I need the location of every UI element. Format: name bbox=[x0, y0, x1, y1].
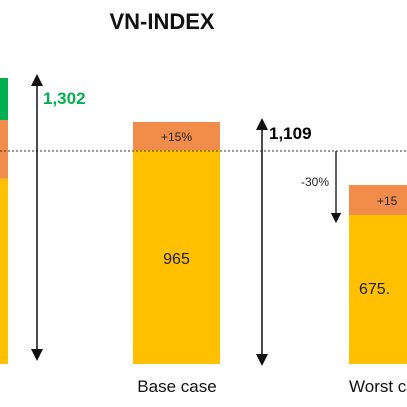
bar-3-base bbox=[349, 215, 407, 364]
total-label-2: 1,109 bbox=[269, 124, 312, 143]
chart-title: VN-INDEX bbox=[109, 9, 214, 34]
bar-1-accent bbox=[0, 78, 8, 120]
bar-3-increment bbox=[349, 185, 407, 215]
category-label-worst: Worst c bbox=[349, 377, 407, 396]
change-label: -30% bbox=[301, 175, 329, 189]
bar-2-base-label: 965 bbox=[163, 251, 190, 268]
bar-2-increment-label: +15% bbox=[161, 130, 192, 144]
bar-1-base bbox=[0, 178, 8, 364]
bar-3-base-label: 675. bbox=[359, 281, 390, 298]
bar-2-base bbox=[133, 150, 220, 364]
bar-1-increment bbox=[0, 120, 8, 179]
total-label-1: 1,302 bbox=[43, 89, 86, 108]
category-label-base: Base case bbox=[137, 377, 216, 396]
bar-2-increment bbox=[133, 122, 220, 150]
bar-3-increment-label: +15 bbox=[377, 194, 398, 208]
